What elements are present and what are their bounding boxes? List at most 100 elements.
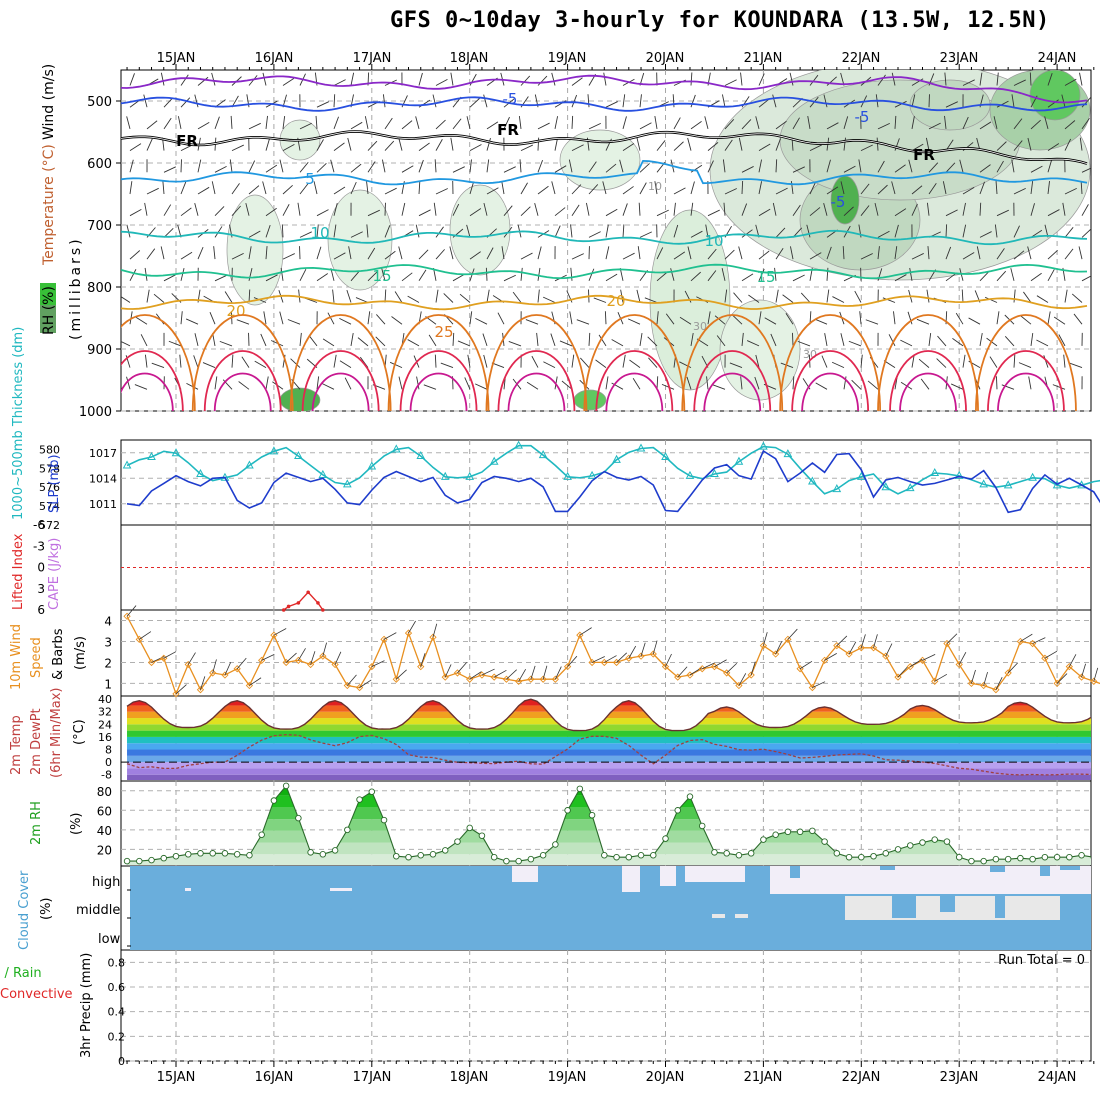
isotherm-loop xyxy=(497,350,576,411)
wind-barb xyxy=(1079,72,1083,86)
wind10-point xyxy=(943,639,951,648)
wind-barb xyxy=(211,181,216,195)
pressure-tick-label: 1000 xyxy=(79,405,112,420)
wind-barb xyxy=(129,250,141,260)
isotherm-loop xyxy=(693,350,772,411)
wind-barb xyxy=(520,206,531,217)
wind-barb xyxy=(384,250,396,260)
wind-barb xyxy=(605,208,618,217)
wind10-barb xyxy=(175,684,187,695)
wind-barb xyxy=(733,292,743,303)
wind-barb xyxy=(909,267,913,281)
wind-barb xyxy=(707,209,720,217)
wind10-barb xyxy=(628,645,637,659)
wind10-point xyxy=(123,612,131,620)
wind-barb xyxy=(316,376,320,390)
wind10-barb xyxy=(799,660,813,670)
lifted-index-tick-label: 0 xyxy=(37,561,45,575)
wind-barb xyxy=(629,359,641,368)
wind-barb xyxy=(826,122,839,130)
wind-barb xyxy=(962,79,975,86)
temp2m-label-line2: 2m DewPt xyxy=(29,708,44,775)
wind10-barb xyxy=(420,653,426,667)
wind-barb xyxy=(622,116,627,130)
pressure-tick-label: 800 xyxy=(87,281,112,296)
wind-barb xyxy=(398,137,403,151)
wind-barb xyxy=(214,376,218,390)
wind-barb xyxy=(821,355,828,368)
wind10-point xyxy=(661,662,670,671)
rh-tick-label: 60 xyxy=(97,804,112,818)
rh2m-point xyxy=(674,807,681,814)
wind-barb xyxy=(723,202,726,216)
wind-barb xyxy=(775,120,787,130)
wind10-barb xyxy=(922,654,936,661)
wind-barb xyxy=(1011,94,1015,108)
rh2m-point xyxy=(1004,855,1012,863)
wind10-barb xyxy=(958,652,967,665)
wind10-point xyxy=(1053,679,1061,688)
wind-barb xyxy=(809,182,816,195)
wind-barb xyxy=(860,354,863,368)
wind-barb xyxy=(435,249,445,260)
wind-barb xyxy=(316,246,322,260)
wind-barb xyxy=(279,159,284,173)
isotherm-loop xyxy=(801,372,860,411)
wind-barb xyxy=(622,252,635,260)
wind-barb xyxy=(755,354,760,368)
rh-band xyxy=(127,795,1091,808)
wind-barb xyxy=(775,138,782,151)
rh2m-point xyxy=(282,782,290,790)
isotherm-loop xyxy=(311,372,370,411)
top-date-axis: 15JAN 16JAN 17JAN 18JAN 19JAN 20JAN 21JA… xyxy=(157,51,1077,66)
upper-panel-labels: RH (%) Temperature (°C) Wind (m/s) (mill… xyxy=(40,64,84,340)
temp-band xyxy=(127,730,1091,737)
cloud-high-bar xyxy=(1040,866,1050,876)
wind-barb xyxy=(299,269,307,282)
wind10-point xyxy=(343,681,351,690)
wind-barb xyxy=(1078,246,1083,260)
wind-barb xyxy=(754,376,760,390)
wind-barb xyxy=(333,203,338,216)
rh-band xyxy=(127,807,1091,820)
wind-barb xyxy=(322,338,335,347)
wind10-barb xyxy=(383,632,397,640)
wind-barb xyxy=(714,315,726,325)
wind-barb xyxy=(197,246,204,260)
wind10-point xyxy=(649,650,657,658)
isotherm-line xyxy=(121,294,1088,311)
wind10-point xyxy=(747,671,755,679)
wind10-barb xyxy=(885,643,893,657)
wind10-barb xyxy=(139,631,152,640)
cloud-high-gap xyxy=(512,866,524,882)
rh2m-label: 2m RH xyxy=(29,801,44,845)
wind10-barb xyxy=(322,642,327,657)
wind-barb xyxy=(435,289,439,303)
wind-barb xyxy=(559,340,573,347)
wind10-barb xyxy=(1093,667,1099,682)
wind10-barb xyxy=(518,668,527,682)
wind-barb xyxy=(569,311,573,325)
wind-barb xyxy=(993,116,998,130)
wind10-point xyxy=(833,642,841,650)
wind-barb xyxy=(282,253,295,260)
wind10-point xyxy=(196,686,205,694)
isotherm-loop xyxy=(507,372,566,411)
precip-tick-label: 0.6 xyxy=(108,981,126,994)
wind-barb xyxy=(350,181,357,195)
wind10-barb xyxy=(396,669,407,680)
thickness-line-point xyxy=(1052,480,1062,489)
wind-barb xyxy=(129,181,133,195)
wind-barb xyxy=(632,378,641,390)
wind10-barb xyxy=(604,655,617,663)
rh2m-point xyxy=(1041,853,1049,861)
wind10-barb xyxy=(408,620,416,634)
wind10-barb xyxy=(873,634,878,648)
wind10-point xyxy=(723,669,731,677)
wind-barb xyxy=(758,208,771,217)
wind-barb xyxy=(797,340,811,347)
wind-barb xyxy=(333,116,339,130)
wind10-label-barbs: & Barbs xyxy=(51,628,66,680)
wind-barb xyxy=(168,340,182,347)
wind-barb xyxy=(1064,138,1072,151)
